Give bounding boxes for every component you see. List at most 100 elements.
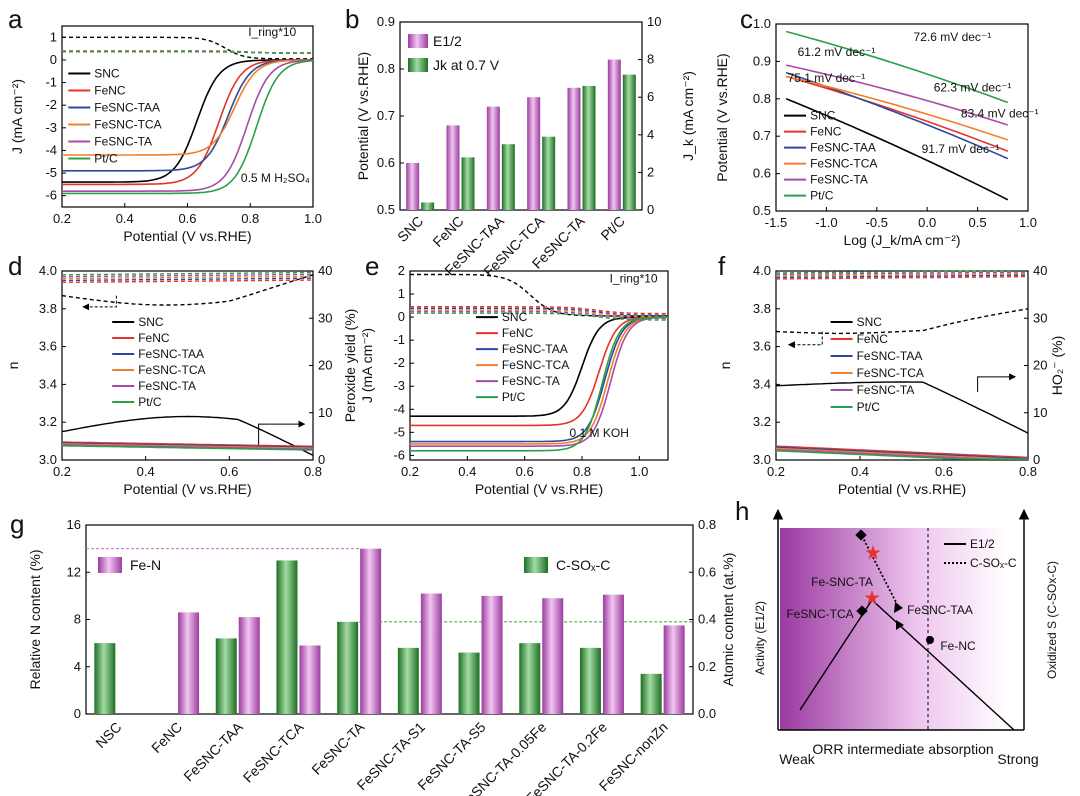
a-y-tick: -3 bbox=[45, 120, 57, 135]
c-legend-label: Pt/C bbox=[810, 189, 834, 203]
d-legend-label: SNC bbox=[138, 315, 164, 329]
g-bar-FeN bbox=[542, 598, 564, 714]
d-x-tick: 0.6 bbox=[220, 464, 238, 479]
a-legend-label: FeSNC-TA bbox=[94, 135, 152, 149]
h-marker-fenc bbox=[926, 636, 934, 644]
f-y-tick: 3.4 bbox=[753, 376, 771, 391]
c-series-SNC bbox=[785, 98, 1009, 201]
g-category-label: FeNC bbox=[148, 719, 185, 756]
b-bar-E12 bbox=[607, 59, 621, 210]
d-x-tick: 0.2 bbox=[53, 464, 71, 479]
e-legend-label: FeSNC-TCA bbox=[502, 358, 569, 372]
g-bar-FeN bbox=[481, 595, 503, 714]
c-legend-label: FeSNC-TCA bbox=[810, 157, 877, 171]
g-bar-CSOx bbox=[215, 638, 237, 714]
c-legend-label: SNC bbox=[810, 109, 836, 123]
e-series-FeSNC-TA bbox=[410, 316, 668, 447]
e-ring-FeSNC-TA bbox=[410, 310, 668, 320]
panel-label-e: e bbox=[365, 251, 379, 281]
f-x-tick: 0.2 bbox=[767, 464, 785, 479]
d-peroxide-FeNC bbox=[61, 441, 314, 447]
f-x-tick: 0.6 bbox=[935, 464, 953, 479]
h-marker-taa-dot bbox=[894, 602, 903, 613]
e-y-tick: -4 bbox=[393, 401, 405, 416]
e-y-tick: 0 bbox=[398, 309, 405, 324]
c-y-tick: 0.6 bbox=[753, 166, 771, 181]
g-bar-CSOx bbox=[94, 643, 116, 714]
c-series-FeSNC-TCA bbox=[785, 75, 1009, 141]
f-y-tick: 3.6 bbox=[753, 339, 771, 354]
f-legend-label: FeSNC-TA bbox=[857, 383, 915, 397]
c-series-Pt/C bbox=[785, 30, 1009, 104]
e-series-FeSNC-TCA bbox=[410, 316, 669, 445]
f-legend-label: FeNC bbox=[857, 332, 889, 346]
e-series-FeSNC-TAA bbox=[410, 316, 668, 443]
d-x-axis-label: Potential (V vs.RHE) bbox=[123, 481, 251, 497]
d-x-tick: 0.4 bbox=[137, 464, 155, 479]
c-y-tick: 0.5 bbox=[753, 203, 771, 218]
g-bar-FeN bbox=[663, 625, 685, 714]
c-tafel-ta: 61.2 mV dec⁻¹ bbox=[798, 45, 876, 59]
d-y-tick: 3.0 bbox=[39, 452, 57, 467]
d-peroxide-FeSNC-TA bbox=[61, 444, 313, 450]
e-series-Pt/C bbox=[410, 316, 668, 452]
c-x-tick: -1.5 bbox=[765, 215, 787, 230]
a-series-FeNC bbox=[62, 59, 313, 186]
f-ho2-SNC bbox=[775, 381, 1029, 434]
c-legend-label: FeSNC-TAA bbox=[810, 141, 876, 155]
e-x-tick: 0.6 bbox=[516, 464, 534, 479]
d-arrow-left bbox=[82, 295, 117, 311]
h-marker-tca bbox=[856, 605, 868, 617]
c-x-tick: 0.5 bbox=[969, 215, 987, 230]
a-series-FeSNC-TAA bbox=[62, 59, 313, 172]
e-ring-Pt/C bbox=[410, 312, 668, 321]
h-legend-label-CSOx: C-SOₓ-C bbox=[970, 556, 1017, 570]
a-y-tick: 0 bbox=[50, 52, 57, 67]
e-x-tick: 0.2 bbox=[401, 464, 419, 479]
a-series-SNC bbox=[62, 59, 313, 183]
d-peroxide-FeSNC-TAA bbox=[61, 442, 313, 448]
b-y-axis-label-right: J_k (mA cm⁻²) bbox=[680, 71, 696, 161]
d-x-tick: 0.8 bbox=[304, 464, 322, 479]
d-y-tick-right: 30 bbox=[318, 310, 332, 325]
d-y-tick-right: 10 bbox=[318, 405, 332, 420]
c-y-tick: 0.8 bbox=[753, 91, 771, 106]
a-condition: 0.5 M H₂SO₄ bbox=[241, 171, 310, 185]
a-y-axis-label: J (mA cm⁻²) bbox=[9, 79, 25, 154]
a-legend-label: FeNC bbox=[94, 84, 126, 98]
h-star-ta bbox=[864, 590, 880, 605]
b-y-tick: 0.7 bbox=[377, 108, 395, 123]
b-category-label: Pt/C bbox=[597, 213, 628, 244]
a-y-tick: -1 bbox=[45, 75, 57, 90]
f-y-tick-right: 0 bbox=[1033, 452, 1040, 467]
g-bar-CSOx bbox=[640, 673, 662, 714]
c-x-tick: 0.0 bbox=[918, 215, 936, 230]
c-tafel-taa: 83.4 mV dec⁻¹ bbox=[961, 107, 1039, 121]
e-x-axis-label: Potential (V vs.RHE) bbox=[475, 481, 603, 497]
g-bar-FeN bbox=[420, 593, 442, 714]
panel-label-d: d bbox=[8, 251, 22, 281]
c-legend-label: FeSNC-TA bbox=[810, 173, 868, 187]
a-legend-label: FeSNC-TAA bbox=[94, 101, 160, 115]
e-series-SNC bbox=[410, 316, 668, 417]
plot-c-frame bbox=[775, 23, 1029, 212]
g-y-tick: 8 bbox=[74, 612, 81, 627]
f-y-tick: 3.8 bbox=[753, 301, 771, 316]
f-legend-label: FeSNC-TAA bbox=[857, 349, 923, 363]
f-y-tick: 3.2 bbox=[753, 414, 771, 429]
g-category-label: FeSNC-TA bbox=[308, 718, 367, 777]
f-y-tick-right: 10 bbox=[1033, 405, 1047, 420]
e-y-tick: -5 bbox=[393, 424, 405, 439]
f-legend-label: Pt/C bbox=[857, 400, 881, 414]
e-y-tick: 1 bbox=[398, 286, 405, 301]
e-condition: 0.1 M KOH bbox=[570, 426, 629, 440]
f-legend-label: SNC bbox=[857, 315, 883, 329]
h-label-tca: FeSNC-TCA bbox=[786, 607, 853, 621]
plot-e-frame bbox=[409, 270, 669, 461]
a-series-FeSNC-TA bbox=[62, 59, 314, 192]
f-y-tick-right: 20 bbox=[1033, 358, 1047, 373]
h-gradient-background bbox=[780, 528, 1008, 730]
h-x-label-strong: Strong bbox=[997, 751, 1038, 767]
b-category-label: FeNC bbox=[429, 213, 466, 250]
